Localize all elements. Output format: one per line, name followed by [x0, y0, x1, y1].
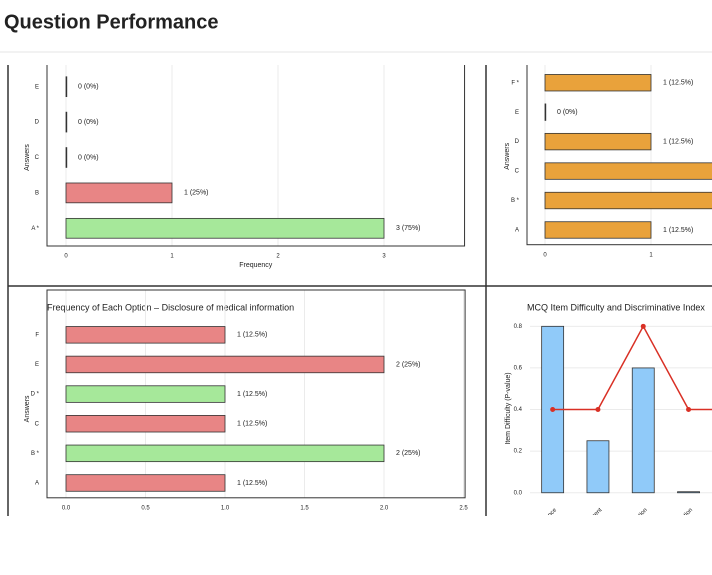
y-tick-label: F *: [511, 80, 519, 86]
value-label: 0 (0%): [78, 154, 99, 161]
y-tick-label: D *: [31, 392, 40, 398]
y-tick-label: E: [515, 110, 519, 116]
value-label: 0 (0%): [78, 84, 99, 91]
line-point: [595, 407, 601, 413]
x-tick-label: 0: [543, 252, 547, 258]
plot-frame: [46, 65, 466, 247]
y-tick-label: F: [35, 332, 39, 338]
bar: [65, 147, 68, 168]
x-tick-label: 1.5: [300, 505, 309, 511]
y-axis-label: Answers: [24, 395, 31, 422]
bar: [65, 76, 68, 98]
line-point: [686, 407, 692, 413]
value-label: 0 (0%): [78, 119, 99, 126]
x-axis-label: Frequency: [239, 262, 273, 269]
x-tick-label: 2.0: [380, 505, 389, 511]
y-axis-label: Answers: [504, 142, 511, 169]
bar: [65, 182, 173, 204]
y-tick-label: 0.2: [514, 449, 523, 455]
bar: [65, 415, 226, 433]
y-axis-label: Answers: [24, 144, 31, 171]
x-tick-label: ation: [681, 507, 694, 520]
bar: [65, 326, 226, 344]
value-label: 1 (12.5%): [237, 332, 267, 339]
x-tick-label: ment: [590, 507, 604, 521]
y-tick-label: D: [515, 139, 520, 145]
x-tick-label: ance: [545, 507, 559, 521]
plot-frame: [46, 289, 466, 499]
x-tick-label: 2: [276, 254, 280, 260]
bar: [65, 355, 385, 374]
y-tick-label: A: [515, 228, 519, 234]
y-tick-label: B: [35, 190, 39, 196]
bar: [544, 132, 652, 151]
y-tick-label: D: [35, 120, 40, 126]
chart-title: Frequency of Each Option – Disclosure of…: [47, 302, 294, 312]
bar: [544, 103, 547, 121]
bar: [677, 491, 700, 494]
bar: [65, 474, 226, 492]
value-label: 0 (0%): [557, 109, 578, 116]
value-label: 1 (12.5%): [237, 391, 267, 398]
line-point: [550, 407, 556, 413]
y-tick-label: C: [515, 169, 520, 175]
x-tick-label: 1: [649, 252, 653, 258]
value-label: 1 (12.5%): [237, 421, 267, 428]
y-tick-label: E: [35, 84, 39, 90]
y-tick-label: B *: [31, 451, 40, 457]
x-tick-label: 0: [64, 254, 68, 260]
y-tick-label: C: [35, 155, 40, 161]
y-tick-label: B *: [511, 198, 520, 204]
bar: [544, 191, 712, 210]
x-tick-label: 0.0: [62, 505, 71, 511]
x-tick-label: 3: [382, 254, 386, 260]
page-title: Question Performance: [4, 11, 219, 33]
panel: MCQ Item Difficulty and Discriminative I…: [505, 302, 712, 521]
x-tick-label: 1: [170, 254, 174, 260]
x-tick-label: ation: [635, 507, 648, 520]
y-tick-label: 0.8: [514, 324, 523, 330]
value-label: 1 (25%): [184, 190, 209, 197]
value-label: 1 (12.5%): [663, 80, 693, 87]
bar: [544, 162, 712, 180]
panel: 0 1 2 3 A * 3 (75%) B 1 (25%) C 0 (0%) D 0 (0%) E 0 (…: [24, 65, 466, 269]
bar: [65, 385, 226, 403]
value-label: 1 (12.5%): [663, 227, 693, 234]
line-point: [640, 323, 646, 329]
bar: [65, 111, 68, 133]
value-label: 2 (25%): [396, 361, 421, 368]
y-tick-label: A: [35, 481, 39, 487]
bar: [65, 217, 385, 239]
chart-title: MCQ Item Difficulty and Discriminative I…: [527, 302, 705, 312]
bar: [65, 444, 385, 463]
y-tick-label: E: [35, 362, 39, 368]
value-label: 1 (12.5%): [237, 480, 267, 487]
bar: [631, 367, 655, 494]
x-tick-label: 1.0: [221, 505, 230, 511]
bar: [586, 440, 610, 494]
value-label: 2 (25%): [396, 450, 421, 457]
y-axis-label: Item Difficulty (P-value): [505, 372, 512, 444]
plot-frame: [526, 65, 712, 246]
y-tick-label: A *: [31, 226, 39, 232]
x-tick-label: 2.5: [459, 505, 468, 511]
value-label: 1 (12.5%): [663, 138, 693, 145]
bar: [544, 74, 652, 92]
y-tick-label: C: [35, 421, 40, 427]
x-tick-label: 0.5: [141, 505, 150, 511]
y-tick-label: 0.4: [514, 407, 523, 413]
panel: Frequency of Each Option – Disclosure of…: [24, 289, 468, 511]
y-tick-label: 0.6: [514, 366, 523, 372]
value-label: 3 (75%): [396, 225, 421, 232]
panel: 0 1 A 1 (12.5%) B * C D 1 (12.5%) E 0 (0%) F * 1 (1…: [504, 65, 712, 258]
y-tick-label: 0.0: [514, 490, 523, 496]
bar: [544, 221, 652, 239]
